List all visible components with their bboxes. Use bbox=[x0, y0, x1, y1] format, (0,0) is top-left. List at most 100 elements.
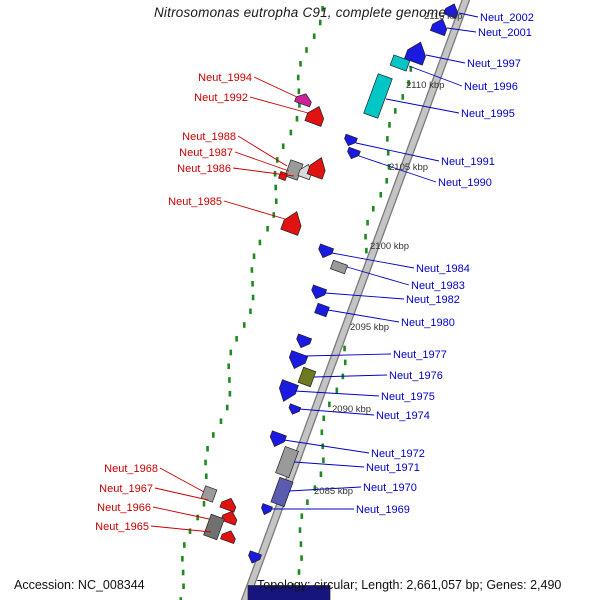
gene-feature-shape[interactable] bbox=[270, 476, 294, 508]
gene-feature[interactable] bbox=[286, 350, 309, 372]
gene-feature[interactable] bbox=[314, 302, 330, 318]
gene-label[interactable]: Neut_1976 bbox=[389, 370, 443, 382]
gene-feature-shape[interactable] bbox=[346, 146, 361, 161]
gene-feature-shape[interactable] bbox=[304, 104, 327, 127]
gene-feature[interactable] bbox=[276, 379, 299, 405]
gene-feature[interactable] bbox=[343, 133, 358, 148]
gene-feature[interactable] bbox=[246, 550, 262, 565]
gene-feature[interactable] bbox=[346, 146, 361, 161]
gene-feature[interactable] bbox=[306, 155, 329, 180]
gene-feature-shape[interactable] bbox=[294, 91, 314, 108]
gene-feature-shape[interactable] bbox=[220, 509, 239, 526]
gene-label[interactable]: Neut_1966 bbox=[97, 502, 151, 514]
gene-label[interactable]: Neut_1997 bbox=[467, 58, 521, 70]
label-leader-line bbox=[425, 54, 466, 64]
gene-feature-shape[interactable] bbox=[260, 503, 273, 517]
gc-content-dash bbox=[274, 184, 278, 191]
gene-feature-shape[interactable] bbox=[309, 284, 328, 301]
gene-label[interactable]: Neut_2002 bbox=[480, 12, 534, 24]
gene-label[interactable]: Neut_1994 bbox=[198, 72, 252, 84]
gene-label[interactable]: Neut_1985 bbox=[168, 196, 222, 208]
gene-label[interactable]: Neut_1988 bbox=[182, 131, 236, 143]
gene-feature[interactable] bbox=[200, 485, 218, 503]
gene-label[interactable]: Neut_1965 bbox=[95, 521, 149, 533]
gc-content-dash bbox=[251, 294, 255, 301]
gene-feature[interactable] bbox=[280, 209, 305, 236]
gene-label[interactable]: Neut_1990 bbox=[438, 177, 492, 189]
gene-feature-shape[interactable] bbox=[200, 485, 218, 503]
gene-feature[interactable] bbox=[363, 73, 393, 119]
gene-feature-shape[interactable] bbox=[275, 445, 299, 479]
gene-feature-shape[interactable] bbox=[246, 550, 262, 565]
gene-feature-shape[interactable] bbox=[268, 430, 287, 449]
gene-feature-shape[interactable] bbox=[294, 333, 313, 350]
gene-feature-shape[interactable] bbox=[429, 16, 449, 37]
gene-feature[interactable] bbox=[294, 91, 314, 108]
gene-feature-shape[interactable] bbox=[443, 2, 461, 19]
gene-feature[interactable] bbox=[278, 171, 288, 181]
gene-feature[interactable] bbox=[270, 476, 294, 508]
gene-label[interactable]: Neut_1977 bbox=[393, 349, 447, 361]
gene-feature[interactable] bbox=[275, 445, 299, 479]
gene-label[interactable]: Neut_1968 bbox=[104, 463, 158, 475]
gene-label[interactable]: Neut_1984 bbox=[416, 263, 470, 275]
gene-feature[interactable] bbox=[316, 243, 335, 260]
gene-feature-shape[interactable] bbox=[404, 39, 429, 66]
gene-feature[interactable] bbox=[260, 503, 273, 517]
gene-feature-shape[interactable] bbox=[314, 302, 330, 318]
gene-feature[interactable] bbox=[203, 513, 225, 541]
gene-label[interactable]: Neut_1970 bbox=[363, 482, 417, 494]
gene-feature[interactable] bbox=[443, 2, 461, 19]
gene-label[interactable]: Neut_1975 bbox=[381, 391, 435, 403]
gene-feature[interactable] bbox=[219, 496, 238, 513]
gene-label[interactable]: Neut_1969 bbox=[356, 504, 410, 516]
gene-feature-shape[interactable] bbox=[306, 155, 329, 180]
gene-feature-shape[interactable] bbox=[220, 528, 238, 545]
gene-feature[interactable] bbox=[309, 284, 328, 301]
gene-feature[interactable] bbox=[304, 104, 327, 127]
gene-feature[interactable] bbox=[247, 585, 331, 600]
gene-feature-shape[interactable] bbox=[287, 403, 302, 416]
gene-label[interactable]: Neut_2001 bbox=[478, 27, 532, 39]
gene-feature[interactable] bbox=[389, 54, 411, 72]
gene-label[interactable]: Neut_1974 bbox=[376, 410, 430, 422]
gene-label[interactable]: Neut_1995 bbox=[461, 108, 515, 120]
gene-feature-shape[interactable] bbox=[203, 513, 225, 541]
gene-feature-shape[interactable] bbox=[297, 366, 317, 388]
gene-label[interactable]: Neut_1980 bbox=[401, 317, 455, 329]
gene-label[interactable]: Neut_1982 bbox=[406, 294, 460, 306]
gene-feature[interactable] bbox=[268, 430, 287, 449]
gene-feature[interactable] bbox=[429, 16, 449, 37]
gene-feature-shape[interactable] bbox=[343, 133, 358, 148]
gene-feature-shape[interactable] bbox=[247, 585, 331, 600]
gene-feature-shape[interactable] bbox=[280, 209, 305, 236]
gene-label[interactable]: Neut_1986 bbox=[177, 163, 231, 175]
gc-content-dash bbox=[228, 377, 231, 383]
gc-content-dash bbox=[312, 33, 316, 40]
gene-feature-shape[interactable] bbox=[316, 243, 335, 260]
gene-feature-shape[interactable] bbox=[286, 350, 309, 372]
gene-feature-shape[interactable] bbox=[276, 379, 299, 405]
gene-feature-shape[interactable] bbox=[363, 73, 393, 119]
gene-feature[interactable] bbox=[220, 528, 238, 545]
gene-label[interactable]: Neut_1967 bbox=[99, 483, 153, 495]
gene-label[interactable]: Neut_1971 bbox=[366, 462, 420, 474]
gene-label[interactable]: Neut_1972 bbox=[371, 448, 425, 460]
gene-label[interactable]: Neut_1983 bbox=[411, 280, 465, 292]
gene-feature[interactable] bbox=[287, 403, 302, 416]
gene-label[interactable]: Neut_1987 bbox=[179, 147, 233, 159]
gene-feature-shape[interactable] bbox=[278, 171, 288, 181]
gene-feature[interactable] bbox=[404, 39, 429, 66]
gene-feature[interactable] bbox=[294, 333, 313, 350]
gene-feature-shape[interactable] bbox=[219, 496, 238, 513]
gene-feature[interactable] bbox=[220, 509, 239, 526]
gene-feature-shape[interactable] bbox=[329, 259, 349, 275]
gene-label[interactable]: Neut_1996 bbox=[464, 81, 518, 93]
gc-content-dash bbox=[365, 247, 368, 254]
gene-feature-shape[interactable] bbox=[389, 54, 411, 72]
gc-content-dash bbox=[188, 528, 192, 535]
gene-label[interactable]: Neut_1991 bbox=[441, 156, 495, 168]
gene-label[interactable]: Neut_1992 bbox=[194, 92, 248, 104]
gene-feature[interactable] bbox=[297, 366, 317, 388]
gene-feature[interactable] bbox=[329, 259, 349, 275]
